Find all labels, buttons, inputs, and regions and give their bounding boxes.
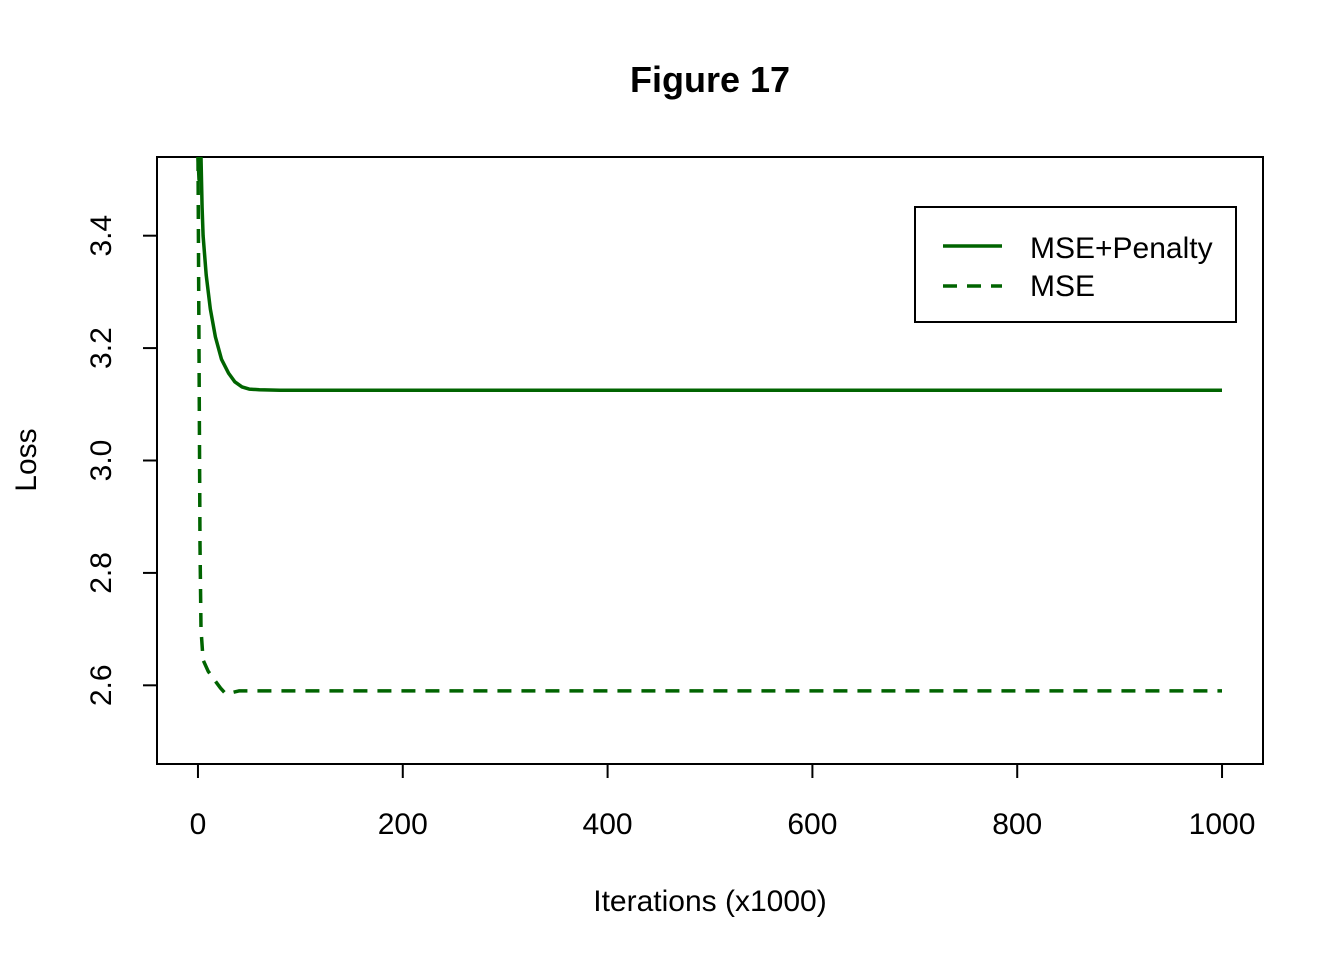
series-line-mse-penalty [196, 157, 1222, 392]
y-tick-label: 3.2 [85, 327, 118, 369]
y-axis-label: Loss [10, 428, 43, 491]
x-axis-label: Iterations (x1000) [593, 885, 826, 918]
y-tick-label: 3.0 [85, 440, 118, 482]
legend: MSE+Penalty MSE [914, 206, 1237, 323]
x-tick-label: 800 [992, 808, 1042, 841]
series-line-mse [196, 157, 1222, 696]
y-axis: 2.6 2.8 3.0 3.2 3.4 [85, 215, 158, 706]
x-tick-label: 200 [378, 808, 428, 841]
legend-label-mse: MSE [1030, 270, 1095, 303]
legend-box [914, 206, 1237, 323]
x-tick-label: 400 [583, 808, 633, 841]
x-axis: 0 200 400 600 800 1000 [190, 763, 1256, 841]
legend-label-mse-penalty: MSE+Penalty [1030, 232, 1213, 265]
x-tick-label: 600 [787, 808, 837, 841]
y-tick-label: 3.4 [85, 215, 118, 257]
x-tick-label: 1000 [1189, 808, 1256, 841]
y-tick-label: 2.8 [85, 552, 118, 594]
y-tick-label: 2.6 [85, 664, 118, 706]
x-tick-label: 0 [190, 808, 207, 841]
chart-title: Figure 17 [630, 59, 790, 100]
series-layer [196, 157, 1222, 696]
